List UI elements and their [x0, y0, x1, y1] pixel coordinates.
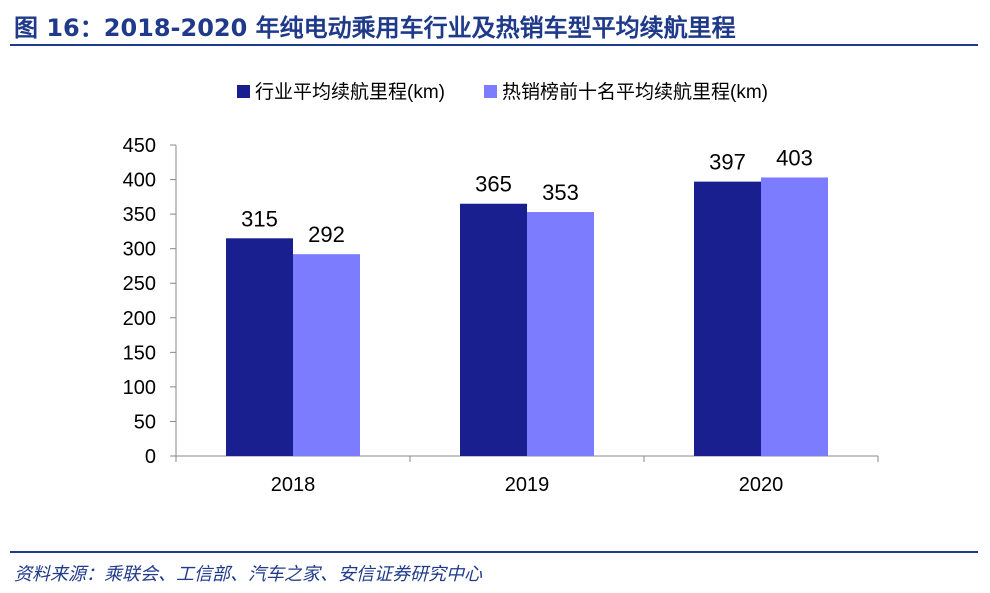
y-tick-label: 300	[123, 239, 156, 261]
bar-value-label: 403	[776, 145, 813, 170]
chart-legend: 行业平均续航里程(km) 热销榜前十名平均续航里程(km)	[237, 81, 768, 103]
footer-divider	[10, 551, 978, 553]
bar-value-label: 353	[542, 180, 579, 205]
y-axis: 0 50 100 150 200 250 300 350 400 450	[123, 135, 177, 468]
x-axis: 2018 2019 2020	[175, 455, 879, 496]
bar-series-2	[761, 177, 828, 456]
legend-swatch-1	[237, 85, 250, 98]
y-tick-label: 250	[123, 273, 156, 295]
y-tick-label: 400	[123, 170, 156, 192]
x-tick-label: 2020	[739, 474, 784, 496]
bar-series-1	[226, 238, 293, 456]
bar-value-label: 315	[241, 206, 278, 231]
y-tick-label: 100	[123, 377, 156, 399]
legend-label-1: 行业平均续航里程(km)	[255, 81, 445, 103]
bar-series-1	[460, 203, 527, 456]
y-tick-label: 350	[123, 204, 156, 226]
legend-swatch-2	[484, 85, 497, 98]
y-tick-label: 200	[123, 308, 156, 330]
bar-value-label: 292	[308, 222, 345, 247]
bar-series-2	[293, 254, 360, 456]
y-tick-label: 0	[145, 446, 156, 468]
bar-series-1	[694, 181, 761, 456]
bar-series-2	[527, 212, 594, 456]
bars	[226, 177, 828, 456]
data-labels: 315 292 365 353 397 403	[241, 145, 813, 247]
source-note: 资料来源：乘联会、工信部、汽车之家、安信证券研究中心	[14, 564, 482, 585]
title-divider	[10, 44, 978, 46]
y-tick-label: 450	[123, 135, 156, 157]
x-tick-label: 2019	[505, 474, 550, 496]
legend-label-2: 热销榜前十名平均续航里程(km)	[502, 81, 768, 103]
x-tick-label: 2018	[271, 474, 316, 496]
y-tick-label: 150	[123, 342, 156, 364]
y-tick-label: 50	[134, 411, 156, 433]
bar-value-label: 397	[709, 150, 746, 175]
figure-title: 图 16：2018-2020 年纯电动乘用车行业及热销车型平均续航里程	[14, 14, 736, 42]
bar-value-label: 365	[475, 172, 512, 197]
